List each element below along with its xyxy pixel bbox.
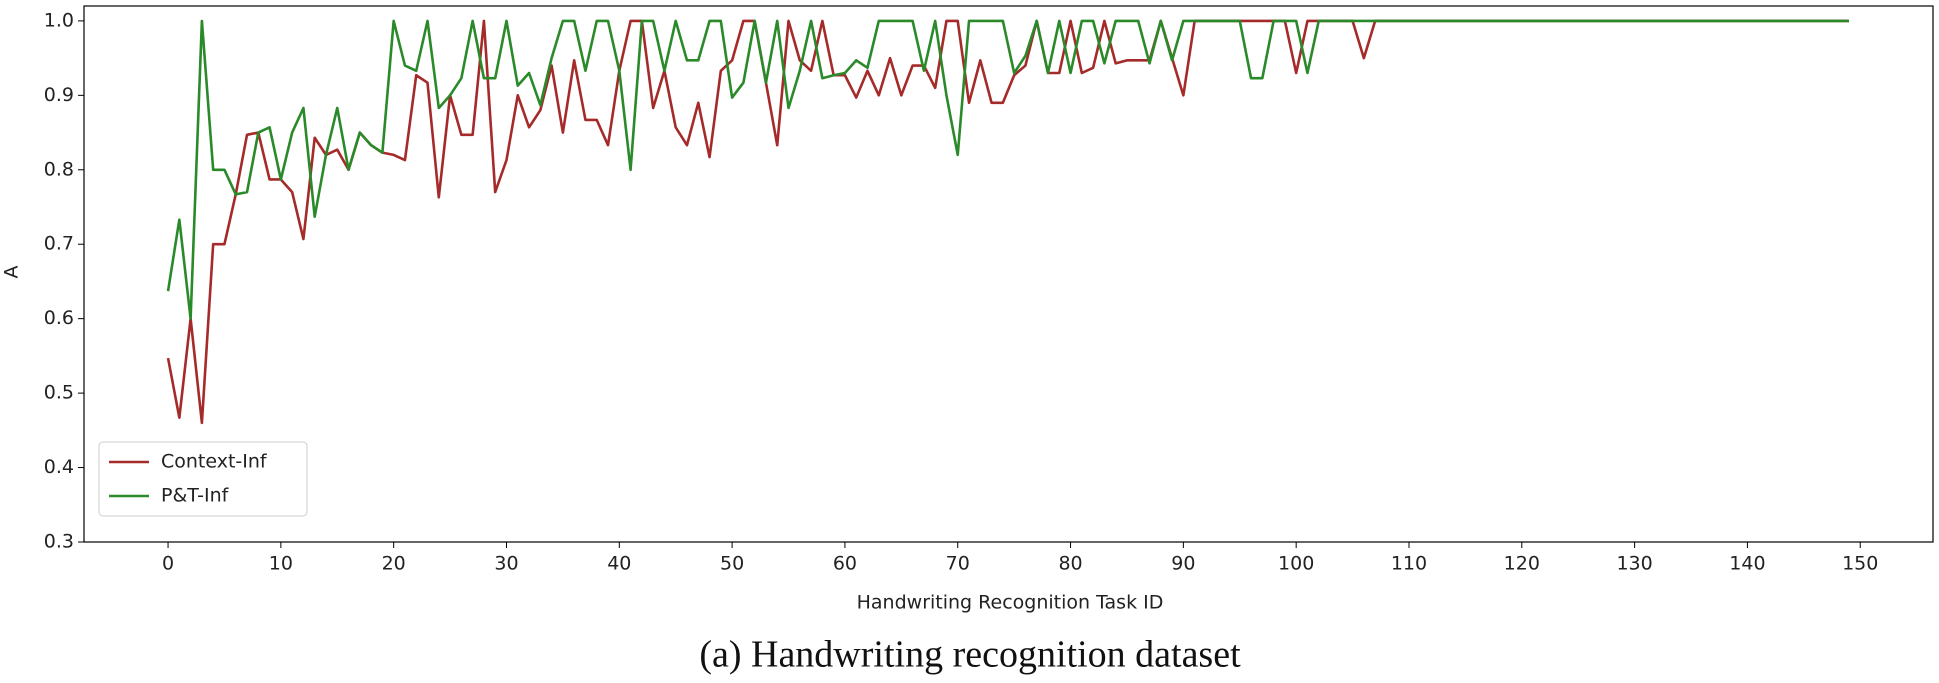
y-tick-label: 1.0 bbox=[44, 9, 74, 31]
x-tick-label: 130 bbox=[1616, 553, 1652, 575]
x-tick-label: 90 bbox=[1171, 553, 1195, 575]
x-tick-label: 140 bbox=[1729, 553, 1765, 575]
legend-label: P&T-Inf bbox=[161, 485, 230, 507]
legend-box bbox=[98, 441, 308, 517]
x-tick-label: 80 bbox=[1058, 553, 1082, 575]
caption: (a) Handwriting recognition dataset bbox=[699, 634, 1241, 676]
series-line bbox=[166, 19, 1849, 425]
y-axis-label: A bbox=[1, 266, 23, 279]
plot-frame bbox=[83, 5, 1934, 543]
x-tick-label: 110 bbox=[1391, 553, 1427, 575]
y-tick-label: 0.8 bbox=[44, 158, 74, 180]
x-axis-label: Handwriting Recognition Task ID bbox=[857, 592, 1164, 614]
x-tick-label: 120 bbox=[1504, 553, 1540, 575]
x-tick-label: 60 bbox=[833, 553, 857, 575]
y-tick-label: 0.5 bbox=[44, 382, 74, 404]
x-tick-label: 150 bbox=[1842, 553, 1878, 575]
x-tick-label: 0 bbox=[162, 553, 174, 575]
x-tick-label: 50 bbox=[720, 553, 744, 575]
x-tick-label: 100 bbox=[1278, 553, 1314, 575]
y-tick-label: 0.9 bbox=[44, 84, 74, 106]
y-tick-label: 0.3 bbox=[44, 531, 74, 553]
y-tick-label: 0.4 bbox=[44, 456, 74, 478]
legend-label: Context-Inf bbox=[161, 451, 268, 473]
x-tick-label: 30 bbox=[494, 553, 518, 575]
x-tick-label: 70 bbox=[946, 553, 970, 575]
x-tick-label: 10 bbox=[269, 553, 293, 575]
y-tick-label: 0.6 bbox=[44, 307, 74, 329]
x-tick-label: 20 bbox=[382, 553, 406, 575]
y-tick-label: 0.7 bbox=[44, 233, 74, 255]
series-line bbox=[166, 19, 1849, 320]
x-tick-label: 40 bbox=[607, 553, 631, 575]
